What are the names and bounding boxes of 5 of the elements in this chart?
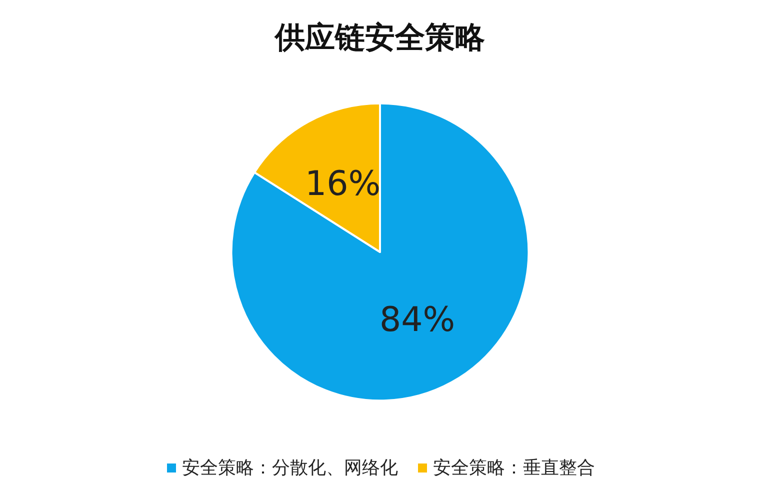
data-label: 84% — [379, 300, 456, 340]
legend-label: 安全策略：垂直整合 — [433, 458, 595, 478]
legend-label: 安全策略：分散化、网络化 — [182, 458, 398, 478]
chart-title: 供应链安全策略 — [274, 20, 485, 56]
data-label: 16% — [304, 164, 381, 204]
